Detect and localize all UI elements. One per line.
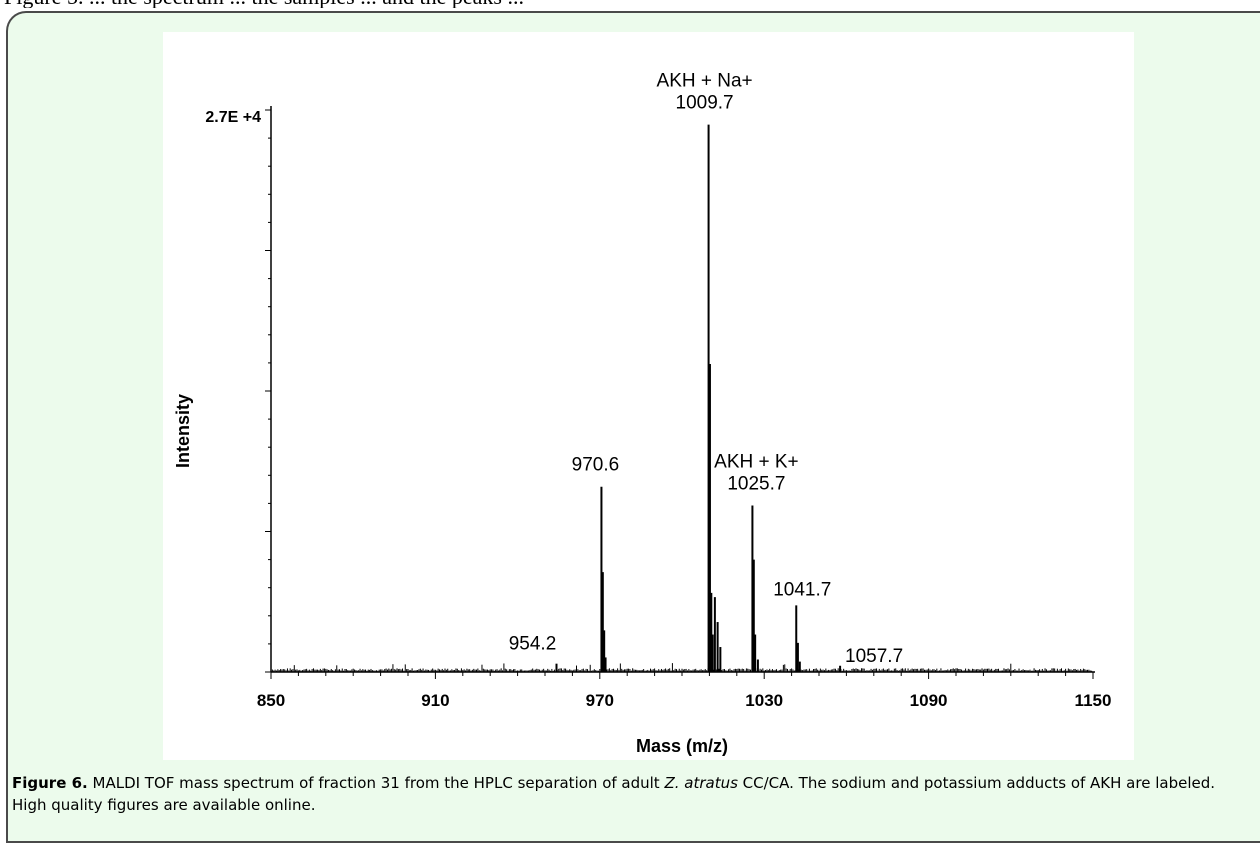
chart-area: 2.7E +4 Mass (m/z) Intensity 850 910 970 10… [163,32,1134,760]
peak-label: 1057.7 [845,646,903,667]
caption-text-2: CC/CA. The sodium and potassium adducts … [12,774,1216,814]
peak-label: 970.6 [572,455,620,476]
peak-label: 954.2 [509,634,557,655]
figure-caption: Figure 6. MALDI TOF mass spectrum of fra… [12,772,1252,816]
y-axis-title: Intensity [173,394,193,468]
x-tick-label: 1090 [910,691,948,710]
x-tick-label: 910 [421,691,449,710]
peak-annotations: 954.2 970.6 AKH + Na+1009.7 AKH + K+1025.7 1… [509,71,903,667]
caption-text-1: MALDI TOF mass spectrum of fraction 31 f… [87,774,665,792]
x-tick-label: 850 [257,691,285,710]
peak-label: 1041.7 [773,579,831,600]
peak-label: 1009.7 [676,93,734,114]
peaks-layer [555,124,842,672]
peak-label: AKH + K+ [714,451,799,472]
caption-species: Z. atratus [664,774,738,792]
x-tick-label: 970 [586,691,614,710]
peak-label: AKH + Na+ [657,71,753,92]
baseline-noise [271,663,1093,672]
x-tick-labels: 850 910 970 1030 1090 1150 [257,691,1112,710]
axis-ticks [265,109,1094,679]
y-max-label: 2.7E +4 [205,109,261,126]
x-tick-label: 1150 [1075,691,1112,710]
x-tick-label: 1030 [745,691,783,710]
spectrum-chart: 2.7E +4 Mass (m/z) Intensity 850 910 970 10… [173,71,1112,756]
caption-label: Figure 6. [12,774,88,792]
page-top-text-fragment: Figure 5. ... the spectrum ... the sampl… [0,0,1260,8]
x-axis-title: Mass (m/z) [636,736,728,756]
peak-label: 1025.7 [727,473,785,494]
page-top-text: Figure 5. ... the spectrum ... the sampl… [4,0,524,8]
